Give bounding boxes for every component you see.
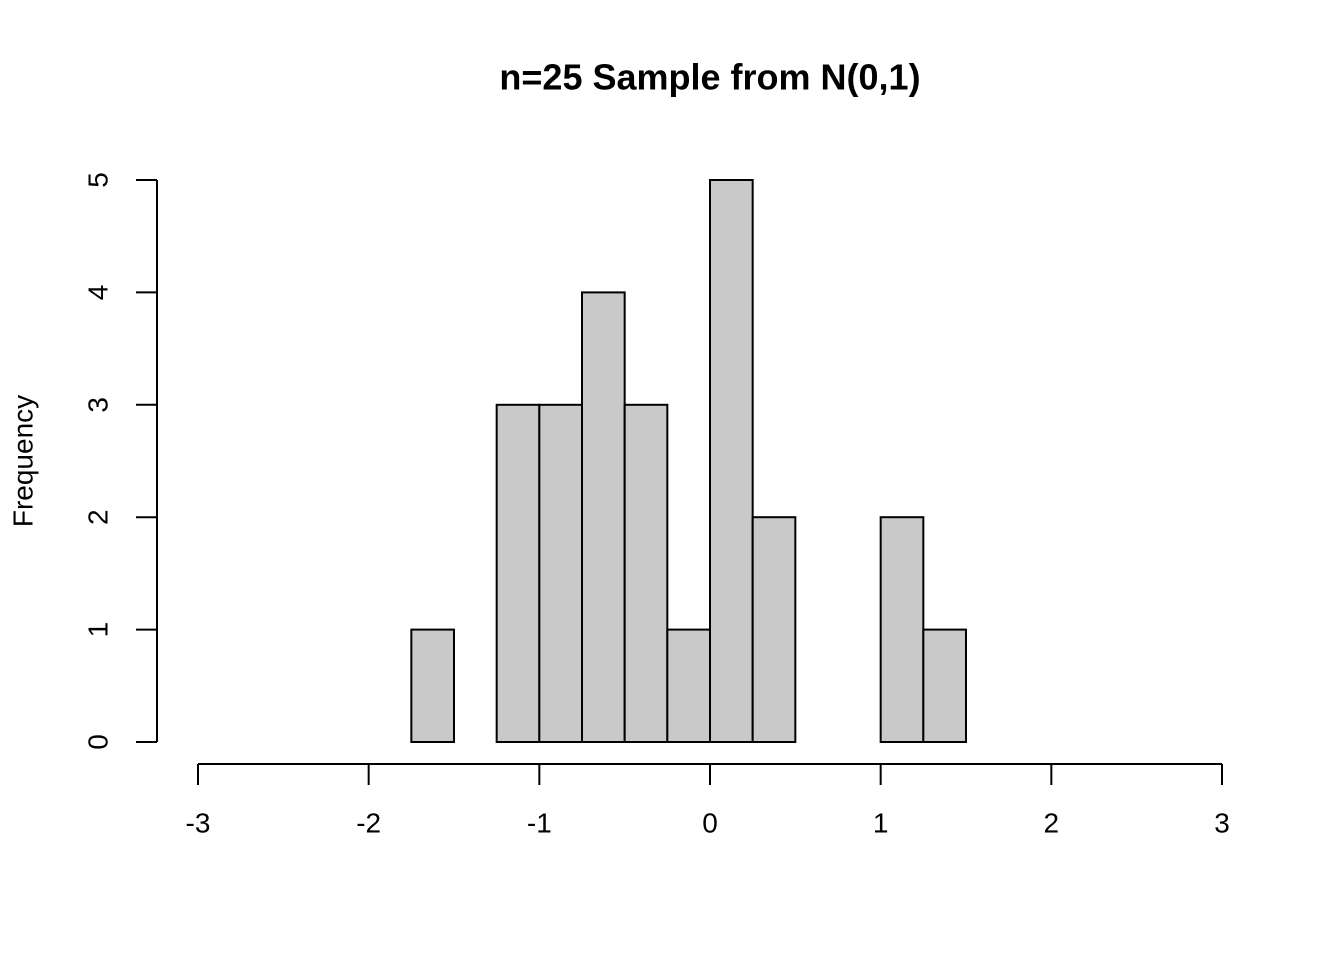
y-tick-label: 2 [82, 509, 113, 525]
bar [879, 516, 925, 744]
bar [410, 628, 456, 743]
y-tick-label: 3 [82, 397, 113, 413]
x-tick-label: 2 [1044, 807, 1060, 838]
x-tick-label: 3 [1214, 807, 1230, 838]
bar [538, 403, 583, 743]
y-axis-label: Frequency [7, 395, 38, 527]
bar [922, 628, 967, 743]
y-tick-label: 5 [82, 172, 113, 188]
bar [581, 291, 626, 743]
x-tick-label: -3 [186, 807, 211, 838]
x-tick-label: 0 [702, 807, 718, 838]
chart-title: n=25 Sample from N(0,1) [499, 57, 920, 98]
bar [623, 403, 669, 743]
x-tick-label: -2 [356, 807, 381, 838]
x-tick-label: 1 [873, 807, 889, 838]
y-tick-label: 0 [82, 734, 113, 750]
bar [666, 628, 711, 743]
bar [495, 403, 541, 743]
y-tick-label: 4 [82, 285, 113, 301]
x-tick-label: -1 [527, 807, 552, 838]
bar [709, 179, 754, 743]
y-tick-label: 1 [82, 622, 113, 638]
bar [751, 516, 797, 744]
